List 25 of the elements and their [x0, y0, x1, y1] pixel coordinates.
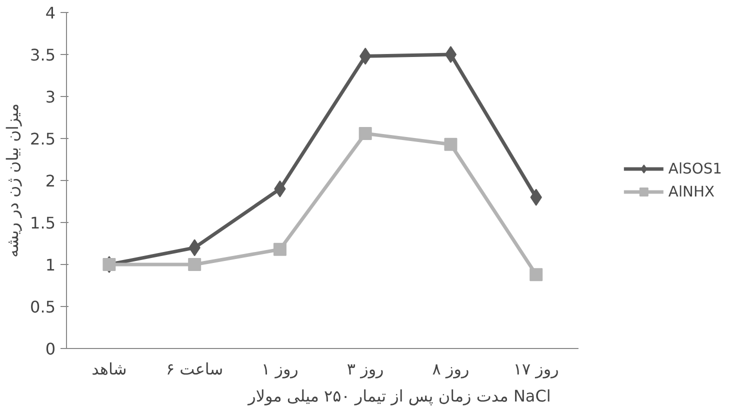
x-axis-title: مدت زمان پس از تیمار ۲۵۰ میلی مولار NaCl: [247, 386, 551, 406]
y-tick-label: 3: [45, 88, 56, 106]
point: [358, 126, 372, 140]
x-tick-label: ۱ روز: [262, 360, 298, 378]
y-tick-label: 1.5: [30, 214, 56, 232]
x-tick-label: ۶ ساعت: [166, 360, 224, 378]
point: [444, 138, 458, 151]
y-tick-label: 4: [45, 4, 56, 22]
point: [530, 268, 543, 282]
y-tick-label: 3.5: [30, 46, 56, 64]
y-tick-label: 1: [45, 256, 56, 274]
x-tick-label: ۳ روز: [346, 360, 384, 378]
legend-label: AlNHX: [668, 183, 715, 200]
point: [444, 46, 457, 63]
y-tick-label: 2.5: [30, 130, 56, 148]
point: [188, 258, 202, 271]
y-tick-label: 0.5: [30, 298, 56, 316]
x-tick-label: شاهد: [92, 360, 127, 378]
x-tick-label: ۸ روز: [432, 360, 470, 378]
y-tick-label: 0: [45, 340, 56, 358]
x-tick-label: ۱۷ روز: [513, 360, 559, 378]
y-tick-label: 2: [45, 172, 56, 190]
y-axis-title: میزان بیان ژن در ریشه: [3, 103, 22, 258]
point: [273, 242, 286, 256]
legend-label: AlSOS1: [668, 160, 722, 177]
